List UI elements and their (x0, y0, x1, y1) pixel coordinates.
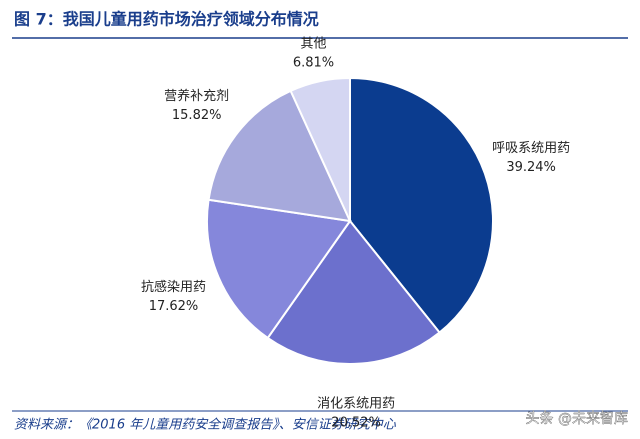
pie-slice (289, 76, 351, 222)
value-label: 17.62% (149, 299, 199, 314)
pie-slice (349, 76, 494, 334)
value-label: 20.52% (331, 415, 381, 430)
value-label: 15.82% (172, 108, 222, 123)
slice-label: 呼吸系统用药 (492, 141, 570, 156)
value-label: 39.24% (506, 160, 556, 175)
watermark: 头条 @未来智库 (526, 410, 628, 427)
slice-label: 营养补充剂 (164, 88, 229, 104)
pie-slice (266, 219, 441, 365)
chart-title: 图 7：我国儿童用药市场治疗领域分布情况 (14, 10, 319, 29)
slice-label: 消化系统用药 (317, 396, 395, 411)
slice-label: 其他 (300, 36, 326, 51)
pie-slice (206, 198, 352, 340)
value-label: 6.81% (293, 55, 334, 70)
pie-slice (207, 89, 352, 223)
source: 资料来源：《2016 年儿童用药安全调查报告》、安信证券研究中心 (14, 417, 397, 433)
slice-label: 抗感染用药 (141, 279, 206, 295)
